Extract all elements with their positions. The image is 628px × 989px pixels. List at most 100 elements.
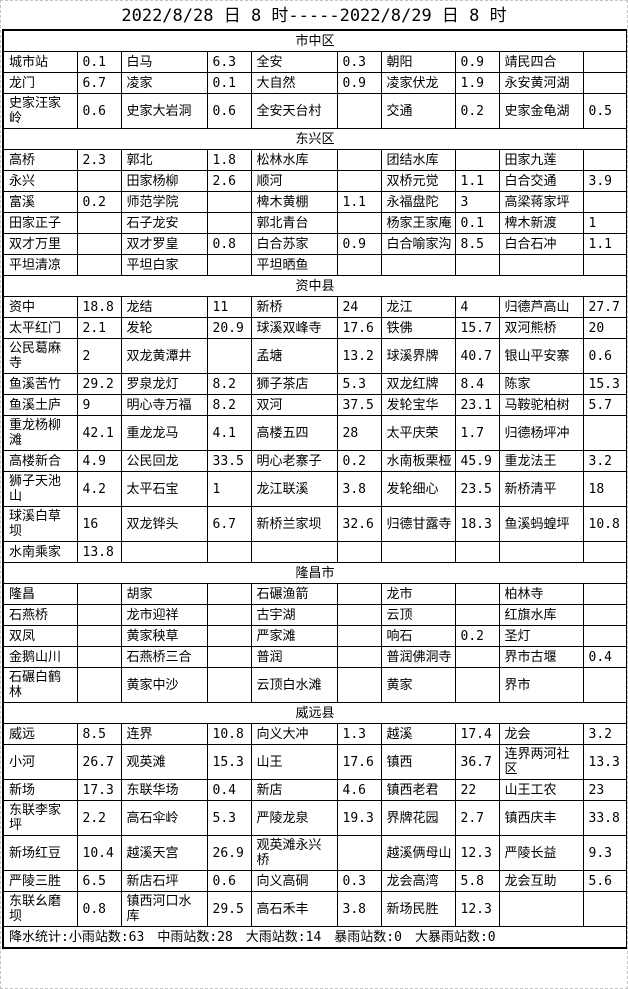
station-name-cell: 普润 [250,646,338,668]
station-name-cell: 石子龙安 [120,212,208,234]
station-name-cell: 公民回龙 [120,450,208,472]
station-name-cell: 镇西河口水库 [120,891,208,927]
station-name-cell: 新店石坪 [120,870,208,892]
station-name-cell: 金鹅山川 [2,646,78,668]
station-name-cell: 界牌花园 [380,800,456,836]
station-name-cell: 铁佛 [380,317,456,339]
station-name-cell [120,541,208,563]
station-name-cell: 龙市迎祥 [120,604,208,626]
table-row: 小河 26.7 观英滩 15.3 山王 17.6 镇西 36.7 连界两河社区 13.3 [2,744,627,780]
station-name-cell: 严陵长益 [498,835,584,871]
station-name-cell: 双才万里 [2,233,78,255]
station-name-cell: 龙市 [380,583,456,605]
station-name-cell: 山王 [250,744,338,780]
station-value-cell: 8.5 [454,233,500,255]
station-value-cell: 10.4 [76,835,122,871]
station-value-cell: 15.7 [454,317,500,339]
table-row: 资中 18.8 龙结 11 新桥 24 龙江 4 归德芦高山 27.7 [2,296,627,318]
station-name-cell: 隆昌 [2,583,78,605]
summary-cell: 降水统计:小雨站数:63 中雨站数:28 大雨站数:14 暴雨站数:0 大暴雨站数:0 [2,926,627,949]
station-name-cell: 威远 [2,723,78,745]
station-value-cell: 20.9 [206,317,252,339]
station-name-cell: 镇西 [380,744,456,780]
station-name-cell: 严家滩 [250,625,338,647]
station-value-cell: 17.6 [336,317,382,339]
station-value-cell: 0.6 [206,870,252,892]
station-name-cell: 太平红门 [2,317,78,339]
station-value-cell: 8.4 [454,373,500,395]
station-value-cell: 2.2 [76,800,122,836]
station-value-cell: 3.8 [336,471,382,507]
station-name-cell: 明心寺万福 [120,394,208,416]
station-value-cell: 2.1 [76,317,122,339]
station-name-cell: 界市古堰 [498,646,584,668]
station-name-cell: 石燕桥 [2,604,78,626]
station-value-cell: 9 [76,394,122,416]
station-name-cell: 陈家 [498,373,584,395]
section-header-row: 威远县 [2,702,627,724]
station-value-cell: 17.6 [336,744,382,780]
station-value-cell: 29.2 [76,373,122,395]
station-value-cell: 13.2 [336,338,382,374]
station-name-cell: 朝阳 [380,51,456,73]
station-value-cell: 2 [76,338,122,374]
station-name-cell: 球溪白草坝 [2,506,78,542]
station-value-cell [336,667,382,703]
table-row: 东联幺磨坝 0.8 镇西河口水库 29.5 高石禾丰 3.8 新场民胜 12.3 [2,891,627,927]
station-name-cell: 双龙黄潭井 [120,338,208,374]
station-value-cell [454,149,500,171]
table-row: 新场 17.3 东联华场 0.4 新店 4.6 镇西老君 22 山王工农 23 [2,779,627,801]
station-name-cell: 平坦晒鱼 [250,254,338,276]
station-name-cell [498,254,584,276]
table-row: 双凤 黄家秧草 严家滩 响石 0.2 圣灯 [2,625,627,647]
station-name-cell: 白合石冲 [498,233,584,255]
station-value-cell: 15.3 [206,744,252,780]
summary-segment: 大雨站数:14 [245,929,322,945]
station-value-cell [582,149,627,171]
table-row: 龙门 6.7 凌家 0.1 大自然 0.9 凌家伏龙 1.9 永安黄河湖 [2,72,627,94]
station-name-cell: 黄家 [380,667,456,703]
station-name-cell: 双桥元觉 [380,170,456,192]
station-name-cell: 团结水库 [380,149,456,171]
station-value-cell: 0.8 [206,233,252,255]
station-value-cell: 18 [582,471,627,507]
section-header: 威远县 [2,702,627,724]
table-row: 严陵三胜 6.5 新店石坪 0.6 向义高硐 0.3 龙会高湾 5.8 龙会互助 5.6 [2,870,627,892]
station-value-cell [336,254,382,276]
station-value-cell [454,254,500,276]
station-name-cell: 双龙红牌 [380,373,456,395]
station-name-cell: 椑木黄棚 [250,191,338,213]
station-name-cell: 重龙法王 [498,450,584,472]
station-value-cell: 1.8 [206,149,252,171]
station-name-cell [498,541,584,563]
station-name-cell: 越溪俩母山 [380,835,456,871]
station-value-cell [206,583,252,605]
station-value-cell: 6.3 [206,51,252,73]
station-value-cell: 0.2 [76,191,122,213]
station-name-cell: 普润佛洞寺 [380,646,456,668]
station-value-cell: 32.6 [336,506,382,542]
station-name-cell: 白合交通 [498,170,584,192]
station-value-cell: 2.7 [454,800,500,836]
section-header-row: 市中区 [2,29,627,52]
station-value-cell: 26.9 [206,835,252,871]
station-value-cell: 0.2 [454,93,500,129]
station-value-cell: 5.3 [206,800,252,836]
station-value-cell: 29.5 [206,891,252,927]
station-name-cell: 水南板栗桠 [380,450,456,472]
station-name-cell: 史家汪家岭 [2,93,78,129]
station-value-cell [336,646,382,668]
station-value-cell: 5.6 [582,870,627,892]
station-value-cell [454,667,500,703]
station-name-cell: 新场民胜 [380,891,456,927]
station-value-cell [336,835,382,871]
station-value-cell: 4.1 [206,415,252,451]
table-row: 水南乘家 13.8 [2,541,627,563]
table-row: 新场红豆 10.4 越溪天宫 26.9 观英滩永兴桥 越溪俩母山 12.3 严陵长益 9.3 [2,835,627,871]
station-value-cell [582,415,627,451]
station-name-cell: 石碾白鹤林 [2,667,78,703]
station-value-cell: 17.3 [76,779,122,801]
station-value-cell: 8.2 [206,394,252,416]
station-name-cell: 严陵龙泉 [250,800,338,836]
station-value-cell [336,93,382,129]
